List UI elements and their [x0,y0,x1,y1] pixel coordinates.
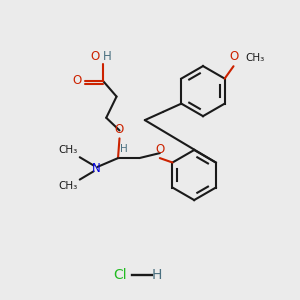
Text: H: H [103,50,112,63]
Text: O: O [73,74,82,87]
Text: CH₃: CH₃ [58,182,77,191]
Text: O: O [229,50,238,63]
Text: N: N [92,162,100,175]
Text: O: O [115,123,124,136]
Text: O: O [90,50,99,63]
Text: H: H [120,144,128,154]
Text: CH₃: CH₃ [58,146,77,155]
Text: CH₃: CH₃ [246,53,265,63]
Text: O: O [155,143,164,156]
Text: H: H [151,268,162,282]
Text: Cl: Cl [114,268,128,282]
